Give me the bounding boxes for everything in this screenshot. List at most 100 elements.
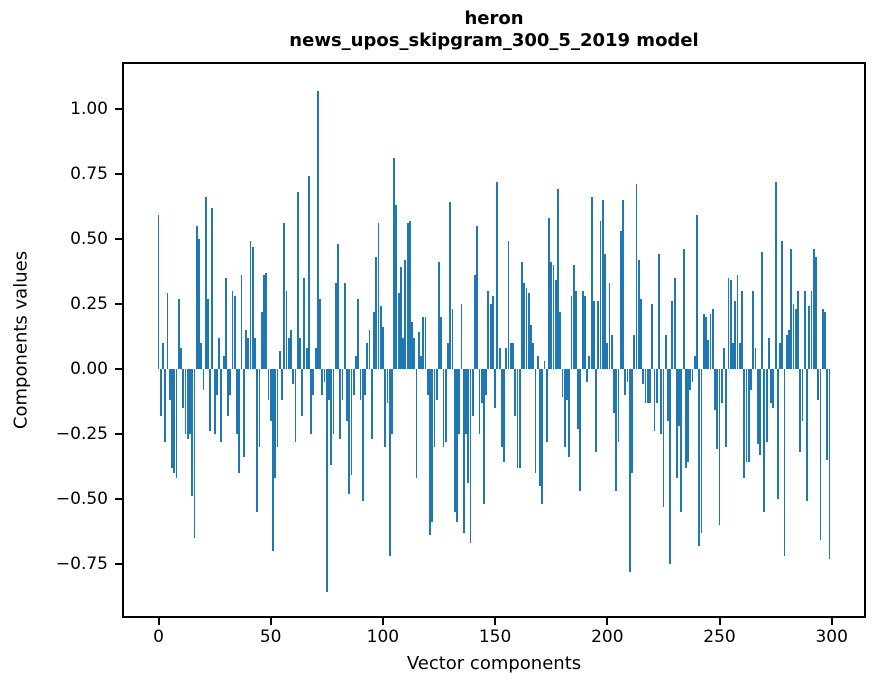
bar (189, 368, 191, 434)
bar (361, 368, 364, 502)
bar (265, 272, 268, 369)
bar (447, 342, 449, 369)
bar (157, 215, 160, 369)
bar (532, 342, 535, 369)
bar (635, 184, 638, 369)
bar (745, 368, 748, 463)
bar (303, 277, 306, 369)
bar (296, 191, 299, 369)
bar (752, 290, 755, 369)
x-tick-label: 0 (153, 627, 164, 647)
bar (559, 311, 562, 369)
bar (269, 368, 272, 421)
x-tick-mark (606, 618, 609, 625)
bar (617, 368, 620, 442)
y-tick-mark (115, 237, 122, 240)
y-tick-label: 0.25 (70, 293, 108, 314)
bar (815, 256, 817, 369)
bar (249, 241, 252, 369)
y-tick-mark (115, 497, 122, 500)
bar (534, 368, 537, 473)
bar (251, 246, 254, 369)
bar (664, 334, 667, 369)
x-tick-mark (381, 618, 384, 625)
bar (727, 277, 730, 369)
bar (224, 277, 227, 369)
bar (514, 368, 517, 416)
bar (628, 368, 631, 572)
bar (545, 368, 548, 442)
bar (680, 368, 683, 512)
bar (633, 334, 636, 369)
bar (483, 368, 485, 504)
bar (718, 368, 721, 525)
bar (819, 368, 822, 541)
bar (301, 368, 304, 416)
bar (660, 368, 663, 434)
bar (651, 303, 654, 369)
bar (440, 316, 443, 369)
bar (604, 254, 606, 369)
bar (788, 329, 790, 369)
bar (705, 316, 707, 369)
bar (759, 368, 761, 455)
bar (583, 295, 586, 369)
bar (478, 368, 481, 434)
bar (211, 207, 214, 369)
bar (689, 368, 692, 390)
bar (530, 324, 532, 369)
bar (442, 368, 445, 447)
bar (422, 316, 425, 369)
bar (577, 368, 580, 429)
bar (283, 223, 286, 369)
bar (763, 368, 766, 512)
bar (554, 280, 557, 369)
bar (507, 241, 510, 369)
bar (274, 368, 277, 478)
bar (783, 368, 786, 556)
x-tick-label: 200 (591, 627, 624, 647)
bar (675, 368, 678, 478)
bar (200, 342, 203, 369)
bar (799, 368, 802, 452)
bar (359, 368, 362, 400)
bar (429, 368, 431, 536)
bar (476, 225, 479, 369)
bar (806, 368, 808, 502)
bar (700, 368, 703, 533)
bar (702, 314, 705, 369)
bar (330, 368, 333, 465)
bar (171, 368, 173, 468)
bar (610, 334, 613, 369)
bar (294, 368, 297, 442)
bar (321, 368, 324, 395)
bar (774, 181, 777, 369)
bar (682, 249, 685, 369)
bar (236, 368, 238, 434)
bar (794, 308, 797, 369)
plot-area (122, 62, 866, 618)
bar (177, 298, 180, 369)
bars-layer (124, 64, 864, 616)
bar (487, 290, 490, 369)
bar (231, 290, 234, 369)
bar (323, 368, 326, 382)
bar (456, 368, 458, 523)
bar (453, 368, 456, 512)
bar (198, 238, 200, 369)
bar (772, 368, 775, 408)
bar (310, 368, 313, 434)
bar (781, 241, 784, 369)
bar (509, 342, 512, 369)
bar (357, 298, 360, 369)
bar (384, 368, 387, 447)
bar (572, 264, 575, 369)
bar (180, 347, 182, 369)
bar (496, 181, 499, 369)
bar (673, 277, 676, 369)
y-tick-mark (115, 107, 122, 110)
bar (332, 368, 335, 434)
bar (368, 329, 371, 369)
bar (824, 311, 826, 369)
